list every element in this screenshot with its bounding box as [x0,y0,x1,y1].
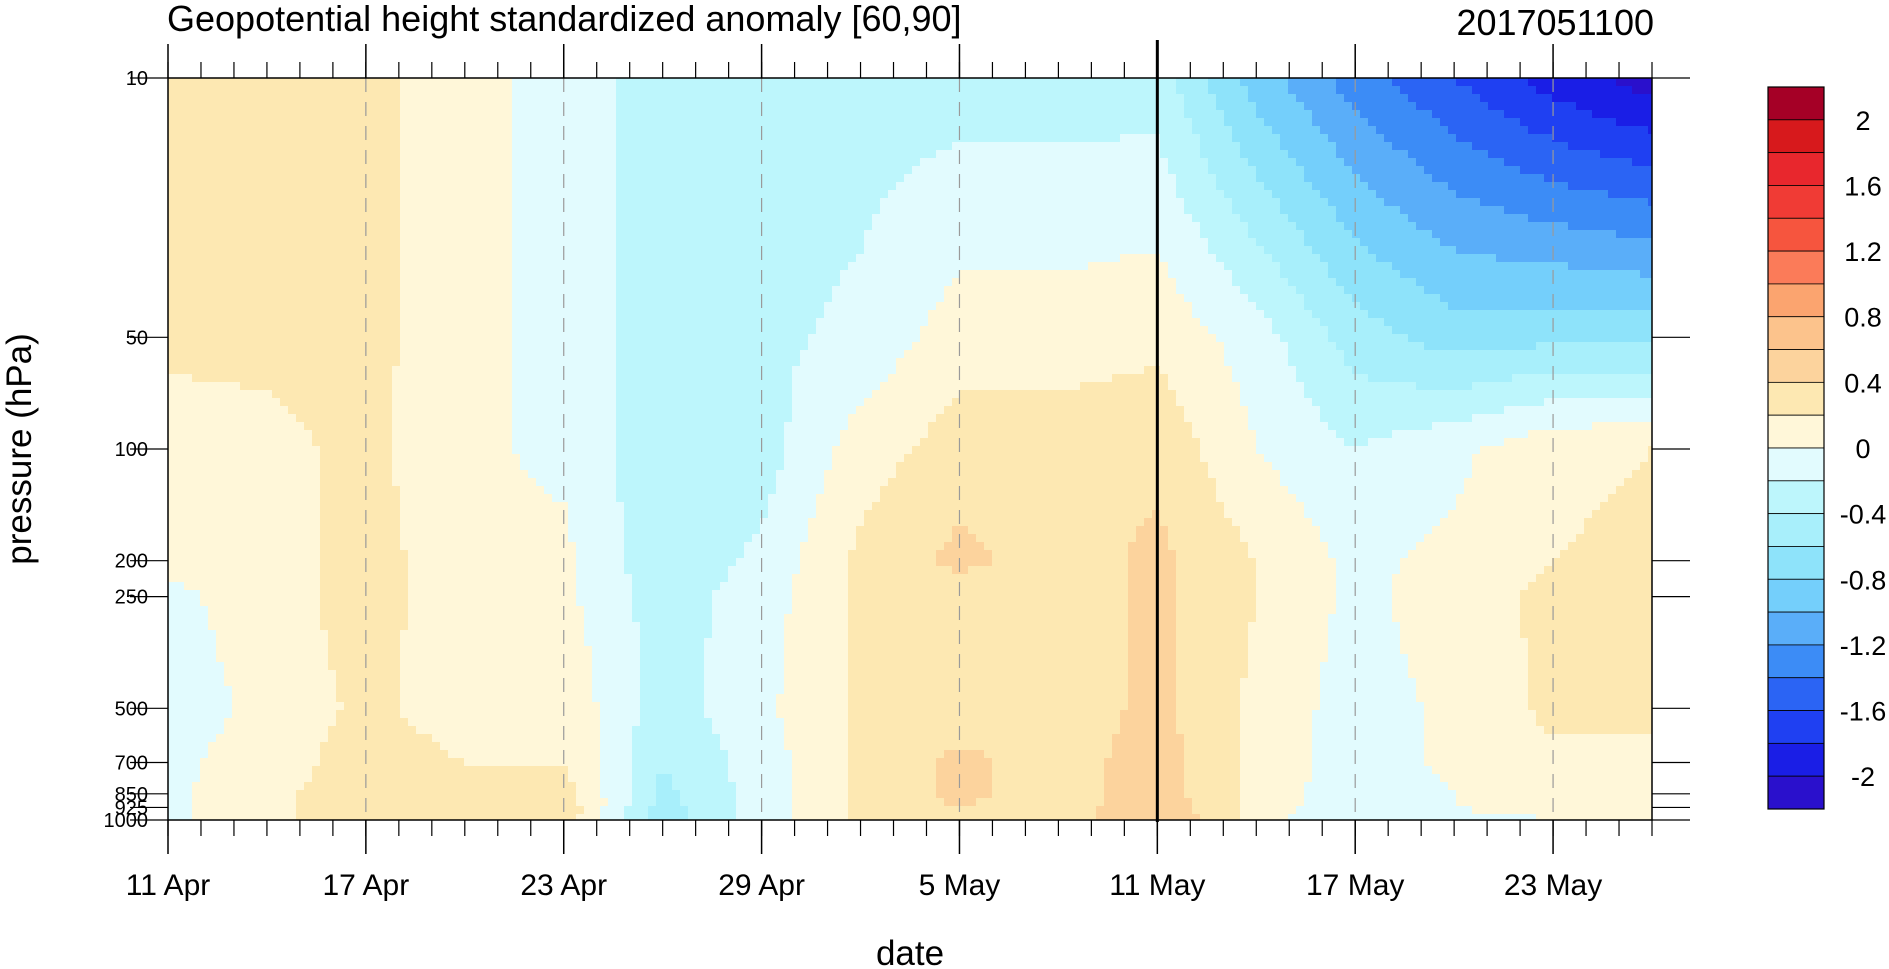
colorbar-label-8: -1.2 [1840,631,1887,661]
colorbar: 2 1.6 1.2 0.8 0.4 0 -0.4 -0.8 -1.2 -1.6 -2 [1767,86,1887,810]
colorbar-label-9: -1.6 [1840,697,1887,727]
colorbar-box-19 [1767,710,1825,744]
x-axis-label: date [876,934,944,969]
colorbar-label-5: 0 [1855,434,1870,464]
colorbar-box-18 [1767,677,1825,711]
colorbar-frame [1767,86,1825,810]
contour-fill-layer [168,78,1652,820]
colorbar-box-5 [1767,250,1825,285]
x-tick-label-17-may: 17 May [1306,869,1404,902]
chart-title: Geopotential height standardized anomaly… [167,0,962,39]
colorbar-box-10 [1767,414,1825,449]
colorbar-label-6: -0.4 [1840,500,1887,530]
colorbar-label-4: 0.4 [1844,368,1882,398]
colorbar-box-13 [1767,513,1825,547]
y-tick-label-500: 500 [115,698,148,720]
colorbar-box-20 [1767,742,1825,777]
colorbar-label-7: -0.8 [1840,565,1887,595]
colorbar-box-8 [1767,349,1825,383]
colorbar-box-1 [1767,119,1825,154]
y-tick-label-250: 250 [115,587,148,609]
colorbar-box-9 [1767,381,1825,416]
y-axis-label: pressure (hPa) [0,333,39,564]
x-tick-label-23-apr: 23 Apr [520,869,607,902]
colorbar-box-14 [1767,546,1825,580]
colorbar-box-3 [1767,185,1825,219]
colorbar-box-0 [1767,86,1825,121]
colorbar-box-17 [1767,644,1825,679]
y-tick-label-700: 700 [115,753,148,775]
colorbar-box-12 [1767,480,1825,515]
x-tick-label-17-apr: 17 Apr [322,869,409,902]
colorbar-box-2 [1767,152,1825,186]
x-tick-label-23-may: 23 May [1504,869,1602,902]
y-tick-label-925: 925 [115,797,148,819]
x-axis: 11 Apr 17 Apr 23 Apr 29 Apr 5 May 11 May 17 Ma… [126,44,1653,902]
colorbar-box-7 [1767,316,1825,350]
colorbar-box-4 [1767,217,1825,252]
colorbar-box-21 [1767,775,1825,810]
y-tick-label-50: 50 [126,327,148,349]
x-tick-label-11-may: 11 May [1109,869,1205,902]
colorbar-box-6 [1767,283,1825,318]
x-tick-label-29-apr: 29 Apr [718,869,805,902]
chart-date-stamp: 2017051100 [1456,2,1654,43]
colorbar-box-16 [1767,611,1825,646]
y-tick-label-200: 200 [115,551,148,573]
colorbar-label-0: 2 [1855,106,1870,136]
x-tick-label-5-may: 5 May [919,869,1001,902]
y-tick-label-10: 10 [126,68,148,90]
x-tick-label-11-apr: 11 Apr [126,869,211,902]
y-tick-label-1000: 1000 [104,810,149,832]
y-tick-label-850: 850 [115,784,148,806]
colorbar-label-10: -2 [1851,762,1875,792]
colorbar-label-1: 1.6 [1844,171,1882,201]
colorbar-box-15 [1767,578,1825,613]
y-tick-label-100: 100 [115,439,148,461]
colorbar-label-3: 0.8 [1844,303,1882,333]
colorbar-label-2: 1.2 [1844,237,1882,267]
colorbar-box-11 [1767,447,1825,482]
